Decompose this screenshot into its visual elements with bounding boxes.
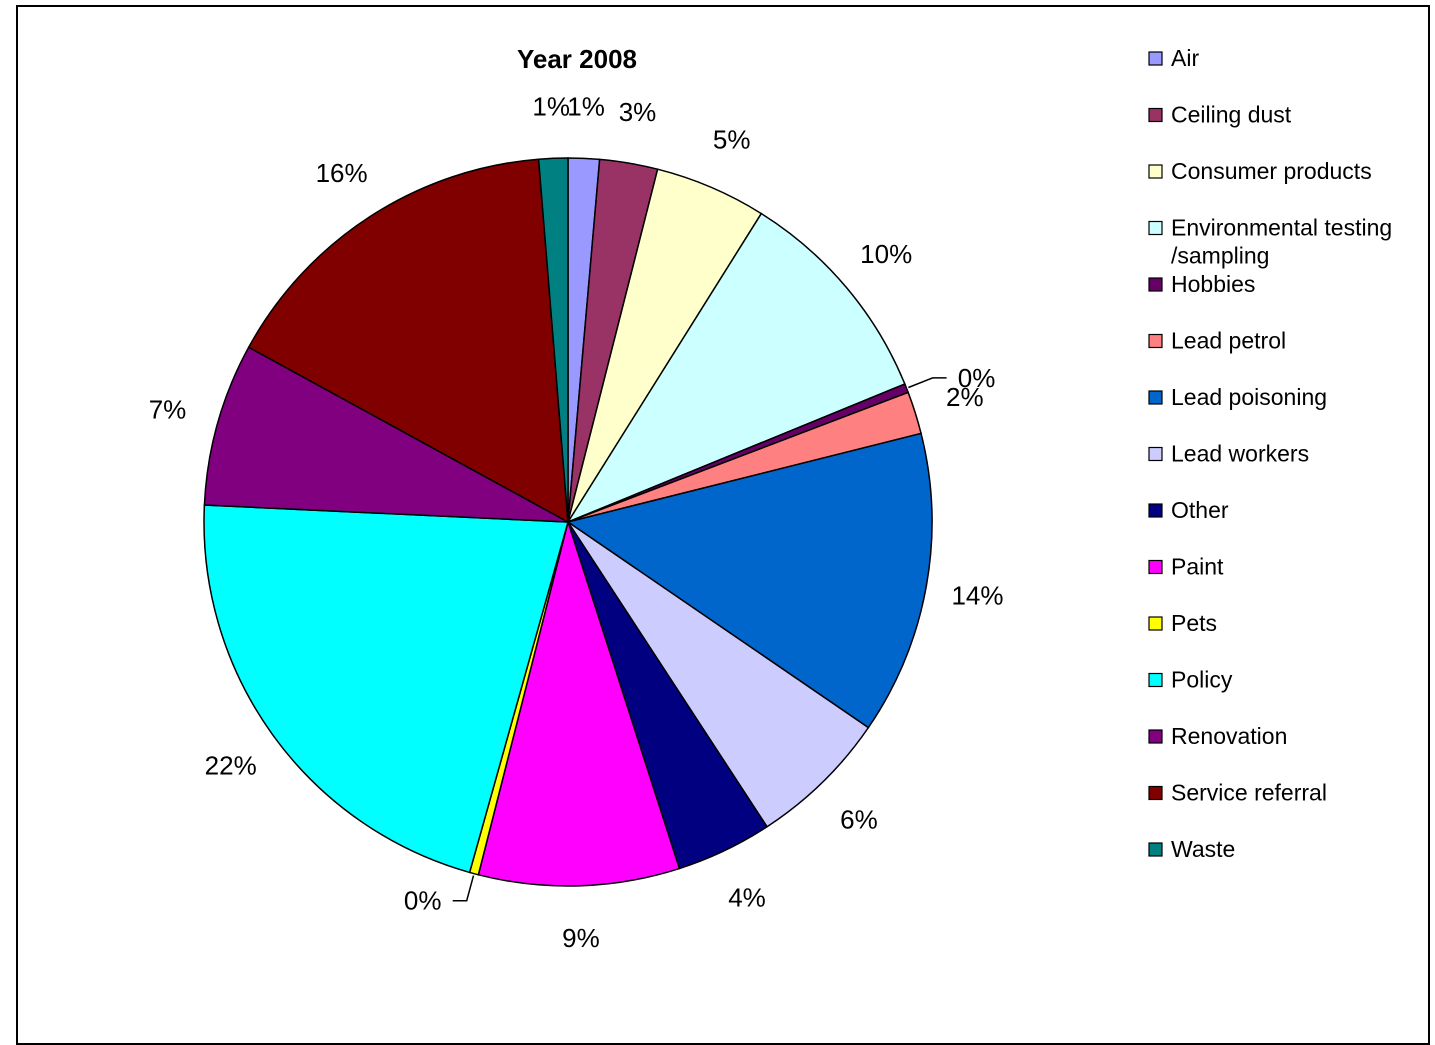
legend-label-paint: Paint — [1171, 554, 1224, 580]
legend-label-lead-petrol: Lead petrol — [1171, 328, 1286, 354]
chart-title: Year 2008 — [517, 44, 637, 74]
pie-slice-service-referral — [247, 158, 569, 524]
pie-slice-lead-workers — [567, 521, 870, 828]
data-label-other: 4% — [728, 883, 766, 913]
legend-swatch-paint — [1148, 559, 1163, 575]
legend-label-other: Other — [1171, 497, 1229, 523]
pie-slice-lead-poisoning — [566, 432, 933, 729]
legend-swatch-waste — [1148, 842, 1163, 857]
legend-label-policy: Policy — [1171, 667, 1233, 693]
legend-label-ceiling-dust: Ceiling dust — [1171, 102, 1292, 128]
legend-swatch-service-referral — [1148, 785, 1163, 801]
pie-slice-environmental-testing-sampling — [566, 212, 906, 524]
data-label-consumer-products: 5% — [713, 125, 751, 155]
legend-swatch-renovation — [1148, 729, 1163, 744]
legend-swatch-ceiling-dust — [1148, 107, 1163, 123]
data-labels: 1% 3%5%10%0%2%14%6%4%9%0%22%7%16%1% — [149, 91, 1004, 953]
leader-line-pets — [452, 875, 475, 902]
legend-label-waste: Waste — [1171, 836, 1235, 862]
legend-swatch-other — [1148, 503, 1163, 518]
pie-slice-waste — [537, 157, 569, 523]
data-label-ceiling-dust: 3% — [619, 97, 657, 127]
data-label-service-referral: 16% — [316, 158, 368, 188]
data-label-hobbies: 0% — [958, 363, 996, 393]
legend-swatch-pets — [1148, 616, 1163, 631]
data-label-policy: 22% — [205, 751, 257, 781]
legend-label-air: Air — [1171, 45, 1199, 71]
legend-label-pets: Pets — [1171, 610, 1217, 636]
legend-label-environmental-testing-sampling: Environmental testing — [1171, 215, 1392, 241]
legend-label-service-referral: Service referral — [1171, 780, 1327, 806]
legend-swatch-lead-workers — [1148, 446, 1163, 462]
pie-slices — [203, 157, 933, 887]
legend-label-hobbies: Hobbies — [1171, 271, 1255, 297]
legend-label-lead-poisoning: Lead poisoning — [1171, 384, 1327, 410]
pie-slice-renovation — [203, 346, 569, 523]
legend-swatch-consumer-products — [1148, 164, 1163, 179]
legend-swatch-lead-poisoning — [1148, 390, 1163, 405]
leader-line-hobbies — [908, 377, 947, 389]
pie-slice-paint — [477, 519, 681, 887]
data-label-pets: 0% — [404, 886, 442, 916]
legend: Air Ceiling dust Consumer products Environm… — [1148, 45, 1392, 862]
data-label-environmental-testing-sampling: 10% — [860, 239, 912, 269]
legend-label-renovation: Renovation — [1171, 723, 1287, 749]
data-label-paint: 9% — [562, 923, 600, 953]
legend-label-consumer-products: Consumer products — [1171, 158, 1372, 184]
legend-swatch-environmental-testing-sampling — [1148, 220, 1163, 236]
legend-label-lead-workers: Lead workers — [1171, 441, 1309, 467]
legend-swatch-policy — [1148, 672, 1163, 688]
data-label-lead-poisoning: 14% — [951, 580, 1003, 610]
leader-lines — [452, 377, 947, 902]
legend-label-environmental-testing-sampling-line-2: /sampling — [1171, 243, 1269, 269]
data-label-lead-workers: 6% — [840, 804, 878, 834]
data-label-renovation: 7% — [149, 395, 187, 425]
data-label-lead-petrol: 2% — [946, 382, 984, 412]
data-label-waste: 1% — [532, 91, 570, 121]
legend-swatch-air — [1148, 51, 1163, 66]
legend-swatch-hobbies — [1148, 277, 1163, 292]
data-label-air: 1% — [567, 91, 605, 121]
pie-slice-policy — [203, 504, 569, 874]
legend-swatch-lead-petrol — [1148, 333, 1163, 349]
